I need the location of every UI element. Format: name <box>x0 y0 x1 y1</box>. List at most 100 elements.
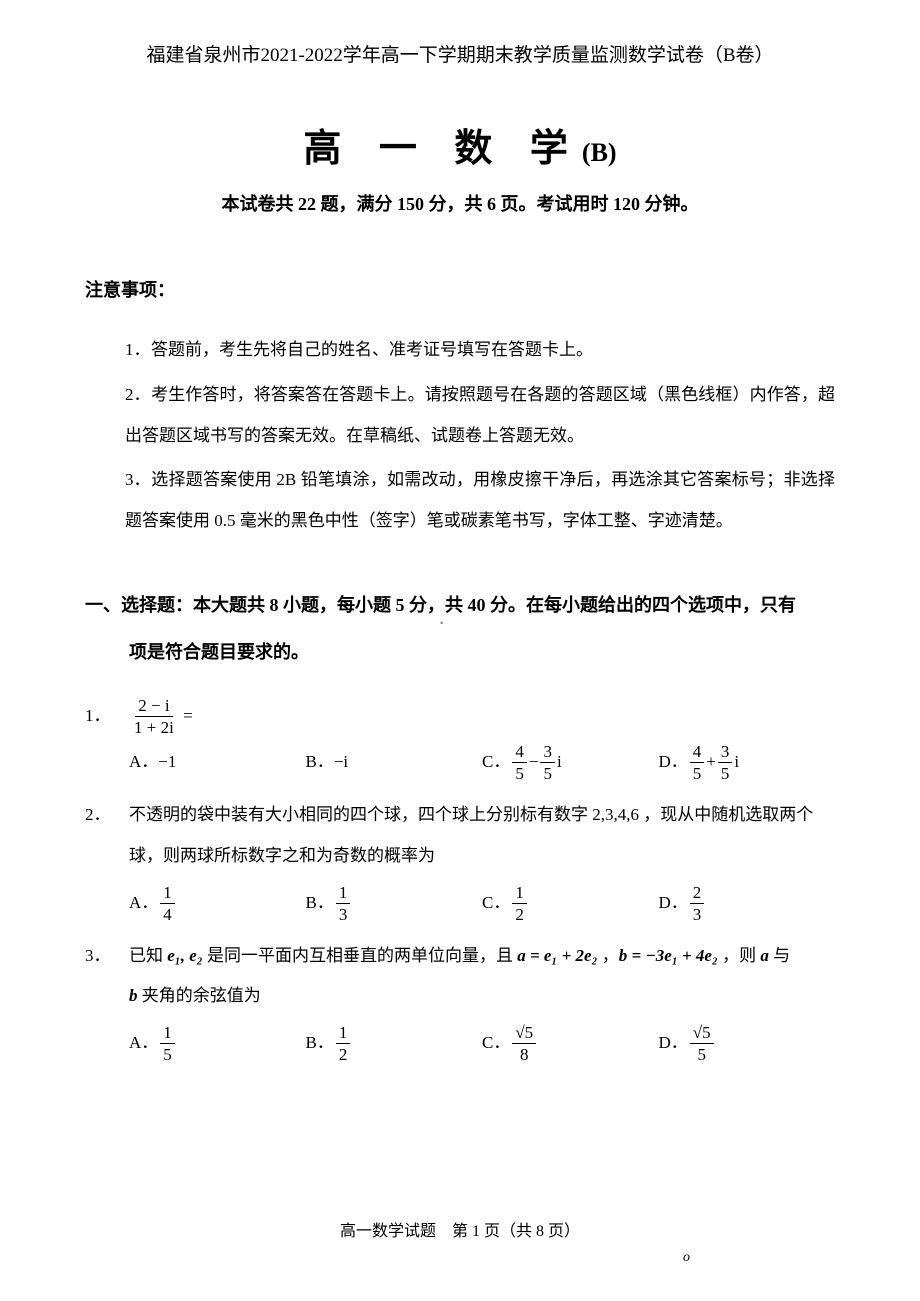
option-b: B． 1 3 <box>306 883 483 924</box>
frac-numerator: √5 <box>512 1024 536 1044</box>
option-mid: + <box>706 742 716 783</box>
option-a: A． −1 <box>129 742 306 783</box>
frac-denominator: 2 <box>336 1044 351 1063</box>
option-b: B． 1 2 <box>306 1023 483 1064</box>
instruction-list: 1．答题前，考生先将自己的姓名、准考证号填写在答题卡上。 2．考生作答时，将答案… <box>85 330 835 542</box>
option-label: C． <box>482 1023 510 1064</box>
frac-denominator: 8 <box>517 1044 532 1063</box>
fraction: 1 3 <box>336 884 351 923</box>
fraction: 1 2 <box>336 1024 351 1063</box>
option-c: C． 1 2 <box>482 883 659 924</box>
frac-numerator: 2 − i <box>135 697 172 717</box>
frac-numerator: 3 <box>718 743 733 763</box>
frac-denominator: 3 <box>690 904 705 923</box>
frac-denominator: 5 <box>718 763 733 782</box>
title-main: 高 一 数 学 <box>303 128 582 170</box>
frac-numerator: 1 <box>160 1024 175 1044</box>
instruction-text: 答题前，考生先将自己的姓名、准考证号填写在答题卡上。 <box>151 340 593 359</box>
frac-numerator: 3 <box>540 743 555 763</box>
section-intro-line1: 一、选择题：本大题共 8 小题，每小题 5 分，共 40 分。在每小题给出的四个… <box>85 582 835 629</box>
stem-text: 夹角的余弦值为 <box>138 986 261 1005</box>
instruction-item: 1．答题前，考生先将自己的姓名、准考证号填写在答题卡上。 <box>125 330 835 371</box>
frac-denominator: 5 <box>540 763 555 782</box>
vector-a: a <box>760 946 769 965</box>
stem-text: 是同一平面内互相垂直的两单位向量，且 <box>203 946 518 965</box>
instruction-text: 考生作答时，将答案答在答题卡上。请按照题号在各题的答题区域（黑色线框）内作答，超… <box>125 385 835 445</box>
frac-denominator: 3 <box>336 904 351 923</box>
stem-suffix: = <box>179 706 193 725</box>
option-label: B． <box>306 1023 334 1064</box>
instruction-text: 选择题答案使用 2B 铅笔填涂，如需改动，用橡皮擦干净后，再选涂其它答案标号；非… <box>125 470 835 530</box>
question-number: 3． <box>85 936 129 977</box>
frac-denominator: 5 <box>160 1044 175 1063</box>
stem-text: ，则 <box>718 946 761 965</box>
fraction: 4 5 <box>512 743 527 782</box>
frac-numerator: 4 <box>512 743 527 763</box>
frac-numerator: 1 <box>336 884 351 904</box>
option-c: C． 4 5 − 3 5 i <box>482 742 659 783</box>
fraction: 1 2 <box>512 884 527 923</box>
frac-denominator: 1 + 2i <box>131 717 177 736</box>
options-row: A． −1 B． −i C． 4 5 − 3 5 i D． 4 5 <box>85 742 835 783</box>
frac-numerator: 1 <box>512 884 527 904</box>
frac-numerator: 1 <box>336 1024 351 1044</box>
fraction: √5 5 <box>690 1024 714 1063</box>
instruction-num: 2． <box>125 375 151 416</box>
option-c: C． √5 8 <box>482 1023 659 1064</box>
fraction: 1 5 <box>160 1024 175 1063</box>
frac-numerator: 2 <box>690 884 705 904</box>
stem-text: 与 <box>769 946 790 965</box>
vector-e: e₁, e₂ <box>167 946 202 965</box>
question-2: 2． 不透明的袋中装有大小相同的四个球，四个球上分别标有数字 2,3,4,6 ，… <box>85 795 835 923</box>
frac-numerator: √5 <box>690 1024 714 1044</box>
page-header-title: 福建省泉州市2021-2022学年高一下学期期末教学质量监测数学试卷（B卷） <box>85 40 835 67</box>
instruction-num: 1． <box>125 330 151 371</box>
option-label: C． <box>482 883 510 924</box>
notice-heading: 注意事项： <box>85 276 835 302</box>
question-stem: 已知 e₁, e₂ 是同一平面内互相垂直的两单位向量，且 a = e₁ + 2e… <box>129 936 835 1018</box>
option-a: A． 1 5 <box>129 1023 306 1064</box>
option-d: D． 2 3 <box>659 883 836 924</box>
title-sub: (B) <box>582 138 617 167</box>
frac-denominator: 2 <box>512 904 527 923</box>
option-label: D． <box>659 742 688 783</box>
frac-numerator: 1 <box>160 884 175 904</box>
stem-text: ， <box>598 946 619 965</box>
equation-a: a = e₁ + 2e₂ <box>517 946 597 965</box>
option-label: A． <box>129 742 158 783</box>
main-title: 高 一 数 学(B) <box>85 117 835 172</box>
question-number: 2． <box>85 795 129 836</box>
dot-marker: ▪ <box>440 618 444 629</box>
options-row: A． 1 5 B． 1 2 C． √5 8 D． √5 5 <box>85 1023 835 1064</box>
instruction-item: 2．考生作答时，将答案答在答题卡上。请按照题号在各题的答题区域（黑色线框）内作答… <box>125 375 835 457</box>
option-label: C． <box>482 742 510 783</box>
option-label: B． <box>306 742 334 783</box>
option-b: B． −i <box>306 742 483 783</box>
option-label: B． <box>306 883 334 924</box>
subtitle: 本试卷共 22 题，满分 150 分，共 6 页。考试用时 120 分钟。 <box>85 190 835 216</box>
option-suffix: i <box>557 742 562 783</box>
option-label: D． <box>659 883 688 924</box>
option-label: A． <box>129 883 158 924</box>
fraction: 3 5 <box>718 743 733 782</box>
question-number: 1． <box>85 696 129 737</box>
frac-denominator: 5 <box>690 763 705 782</box>
equation-b: b = −3e₁ + 4e₂ <box>619 946 718 965</box>
frac-denominator: 5 <box>512 763 527 782</box>
option-text: −i <box>334 742 348 783</box>
frac-numerator: 4 <box>690 743 705 763</box>
option-a: A． 1 4 <box>129 883 306 924</box>
question-stem: 不透明的袋中装有大小相同的四个球，四个球上分别标有数字 2,3,4,6 ，现从中… <box>129 795 835 877</box>
option-d: D． 4 5 + 3 5 i <box>659 742 836 783</box>
fraction: 3 5 <box>540 743 555 782</box>
option-label: A． <box>129 1023 158 1064</box>
option-label: D． <box>659 1023 688 1064</box>
section-intro-line2: 项是符合题目要求的。 <box>85 629 835 676</box>
option-mid: − <box>529 742 539 783</box>
fraction: 2 − i 1 + 2i <box>131 697 177 736</box>
section-intro: 一、选择题：本大题共 8 小题，每小题 5 分，共 40 分。在每小题给出的四个… <box>85 582 835 676</box>
fraction: 1 4 <box>160 884 175 923</box>
page-footer: 高一数学试题 第 1 页（共 8 页） <box>0 1217 920 1241</box>
frac-denominator: 4 <box>160 904 175 923</box>
vector-b: b <box>129 986 138 1005</box>
